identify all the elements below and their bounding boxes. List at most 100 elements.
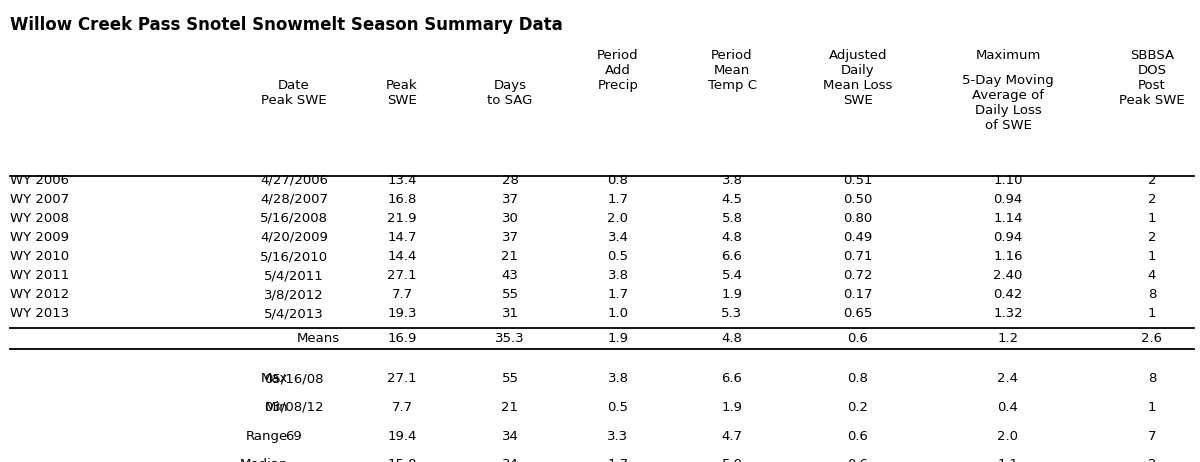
Text: 21.9: 21.9 (388, 212, 416, 225)
Text: 0.94: 0.94 (994, 231, 1022, 244)
Text: 7: 7 (1147, 430, 1157, 443)
Text: 3.8: 3.8 (607, 269, 629, 282)
Text: 5/4/2013: 5/4/2013 (264, 307, 324, 320)
Text: WY 2011: WY 2011 (10, 269, 68, 282)
Text: 4.7: 4.7 (721, 430, 743, 443)
Text: 2: 2 (1147, 193, 1157, 206)
Text: 13.4: 13.4 (388, 174, 416, 187)
Text: 0.72: 0.72 (844, 269, 872, 282)
Text: 2.40: 2.40 (994, 269, 1022, 282)
Text: 0.50: 0.50 (844, 193, 872, 206)
Text: 30: 30 (502, 212, 518, 225)
Text: 1.2: 1.2 (997, 332, 1019, 345)
Text: 1.7: 1.7 (607, 193, 629, 206)
Text: 0.8: 0.8 (607, 174, 629, 187)
Text: 19.3: 19.3 (388, 307, 416, 320)
Text: Period
Mean
Temp C: Period Mean Temp C (708, 49, 756, 91)
Text: 31: 31 (502, 307, 518, 320)
Text: 4.5: 4.5 (721, 193, 743, 206)
Text: 34: 34 (502, 430, 518, 443)
Text: 0.42: 0.42 (994, 288, 1022, 301)
Text: 4/20/2009: 4/20/2009 (260, 231, 328, 244)
Text: 43: 43 (502, 269, 518, 282)
Text: 0.5: 0.5 (607, 401, 629, 414)
Text: 0.65: 0.65 (844, 307, 872, 320)
Text: 0.17: 0.17 (844, 288, 872, 301)
Text: 14.7: 14.7 (388, 231, 416, 244)
Text: 35.3: 35.3 (496, 332, 524, 345)
Text: 2: 2 (1147, 231, 1157, 244)
Text: 21: 21 (502, 250, 518, 263)
Text: WY 2006: WY 2006 (10, 174, 68, 187)
Text: 1.9: 1.9 (607, 332, 629, 345)
Text: WY 2008: WY 2008 (10, 212, 68, 225)
Text: 4/28/2007: 4/28/2007 (260, 193, 328, 206)
Text: Max: Max (260, 372, 288, 385)
Text: 5-Day Moving
Average of
Daily Loss
of SWE: 5-Day Moving Average of Daily Loss of SW… (962, 74, 1054, 132)
Text: 3.8: 3.8 (721, 174, 743, 187)
Text: 5.3: 5.3 (721, 307, 743, 320)
Text: 3/8/2012: 3/8/2012 (264, 288, 324, 301)
Text: 0.4: 0.4 (997, 401, 1019, 414)
Text: 4.8: 4.8 (721, 332, 743, 345)
Text: 69: 69 (286, 430, 302, 443)
Text: 8: 8 (1148, 372, 1156, 385)
Text: 0.2: 0.2 (847, 401, 869, 414)
Text: Adjusted
Daily
Mean Loss
SWE: Adjusted Daily Mean Loss SWE (823, 49, 893, 107)
Text: 1.1: 1.1 (997, 458, 1019, 462)
Text: 5/16/2010: 5/16/2010 (260, 250, 328, 263)
Text: 15.8: 15.8 (388, 458, 416, 462)
Text: Period
Add
Precip: Period Add Precip (598, 49, 638, 91)
Text: Min: Min (264, 401, 288, 414)
Text: 27.1: 27.1 (388, 372, 416, 385)
Text: 1.32: 1.32 (994, 307, 1022, 320)
Text: WY 2013: WY 2013 (10, 307, 68, 320)
Text: 1.9: 1.9 (721, 288, 743, 301)
Text: 21: 21 (502, 401, 518, 414)
Text: Days
to SAG: Days to SAG (487, 79, 533, 107)
Text: WY 2007: WY 2007 (10, 193, 68, 206)
Text: 1.10: 1.10 (994, 174, 1022, 187)
Text: 2.4: 2.4 (997, 372, 1019, 385)
Text: 1.16: 1.16 (994, 250, 1022, 263)
Text: 7.7: 7.7 (391, 401, 413, 414)
Text: Peak
SWE: Peak SWE (386, 79, 418, 107)
Text: 1.14: 1.14 (994, 212, 1022, 225)
Text: 37: 37 (502, 231, 518, 244)
Text: 0.49: 0.49 (844, 231, 872, 244)
Text: 2.6: 2.6 (1141, 332, 1163, 345)
Text: Willow Creek Pass Snotel Snowmelt Season Summary Data: Willow Creek Pass Snotel Snowmelt Season… (10, 16, 563, 34)
Text: 37: 37 (502, 193, 518, 206)
Text: 1: 1 (1147, 307, 1157, 320)
Text: 3.3: 3.3 (607, 430, 629, 443)
Text: 3.8: 3.8 (607, 372, 629, 385)
Text: 5.8: 5.8 (721, 212, 743, 225)
Text: 03/08/12: 03/08/12 (264, 401, 324, 414)
Text: 14.4: 14.4 (388, 250, 416, 263)
Text: Range: Range (246, 430, 288, 443)
Text: 7.7: 7.7 (391, 288, 413, 301)
Text: 2.0: 2.0 (997, 430, 1019, 443)
Text: 0.8: 0.8 (847, 372, 869, 385)
Text: 0.5: 0.5 (607, 250, 629, 263)
Text: 6.6: 6.6 (721, 372, 743, 385)
Text: 8: 8 (1148, 288, 1156, 301)
Text: 2.0: 2.0 (607, 212, 629, 225)
Text: 55: 55 (502, 288, 518, 301)
Text: 4/27/2006: 4/27/2006 (260, 174, 328, 187)
Text: 5.4: 5.4 (721, 269, 743, 282)
Text: 0.6: 0.6 (847, 332, 869, 345)
Text: SBBSA
DOS
Post
Peak SWE: SBBSA DOS Post Peak SWE (1120, 49, 1184, 107)
Text: 2: 2 (1147, 174, 1157, 187)
Text: 28: 28 (502, 174, 518, 187)
Text: 1: 1 (1147, 250, 1157, 263)
Text: WY 2009: WY 2009 (10, 231, 68, 244)
Text: 27.1: 27.1 (388, 269, 416, 282)
Text: 34: 34 (502, 458, 518, 462)
Text: 4.8: 4.8 (721, 231, 743, 244)
Text: Median: Median (240, 458, 288, 462)
Text: 0.6: 0.6 (847, 430, 869, 443)
Text: 0.6: 0.6 (847, 458, 869, 462)
Text: 5/4/2011: 5/4/2011 (264, 269, 324, 282)
Text: 3.4: 3.4 (607, 231, 629, 244)
